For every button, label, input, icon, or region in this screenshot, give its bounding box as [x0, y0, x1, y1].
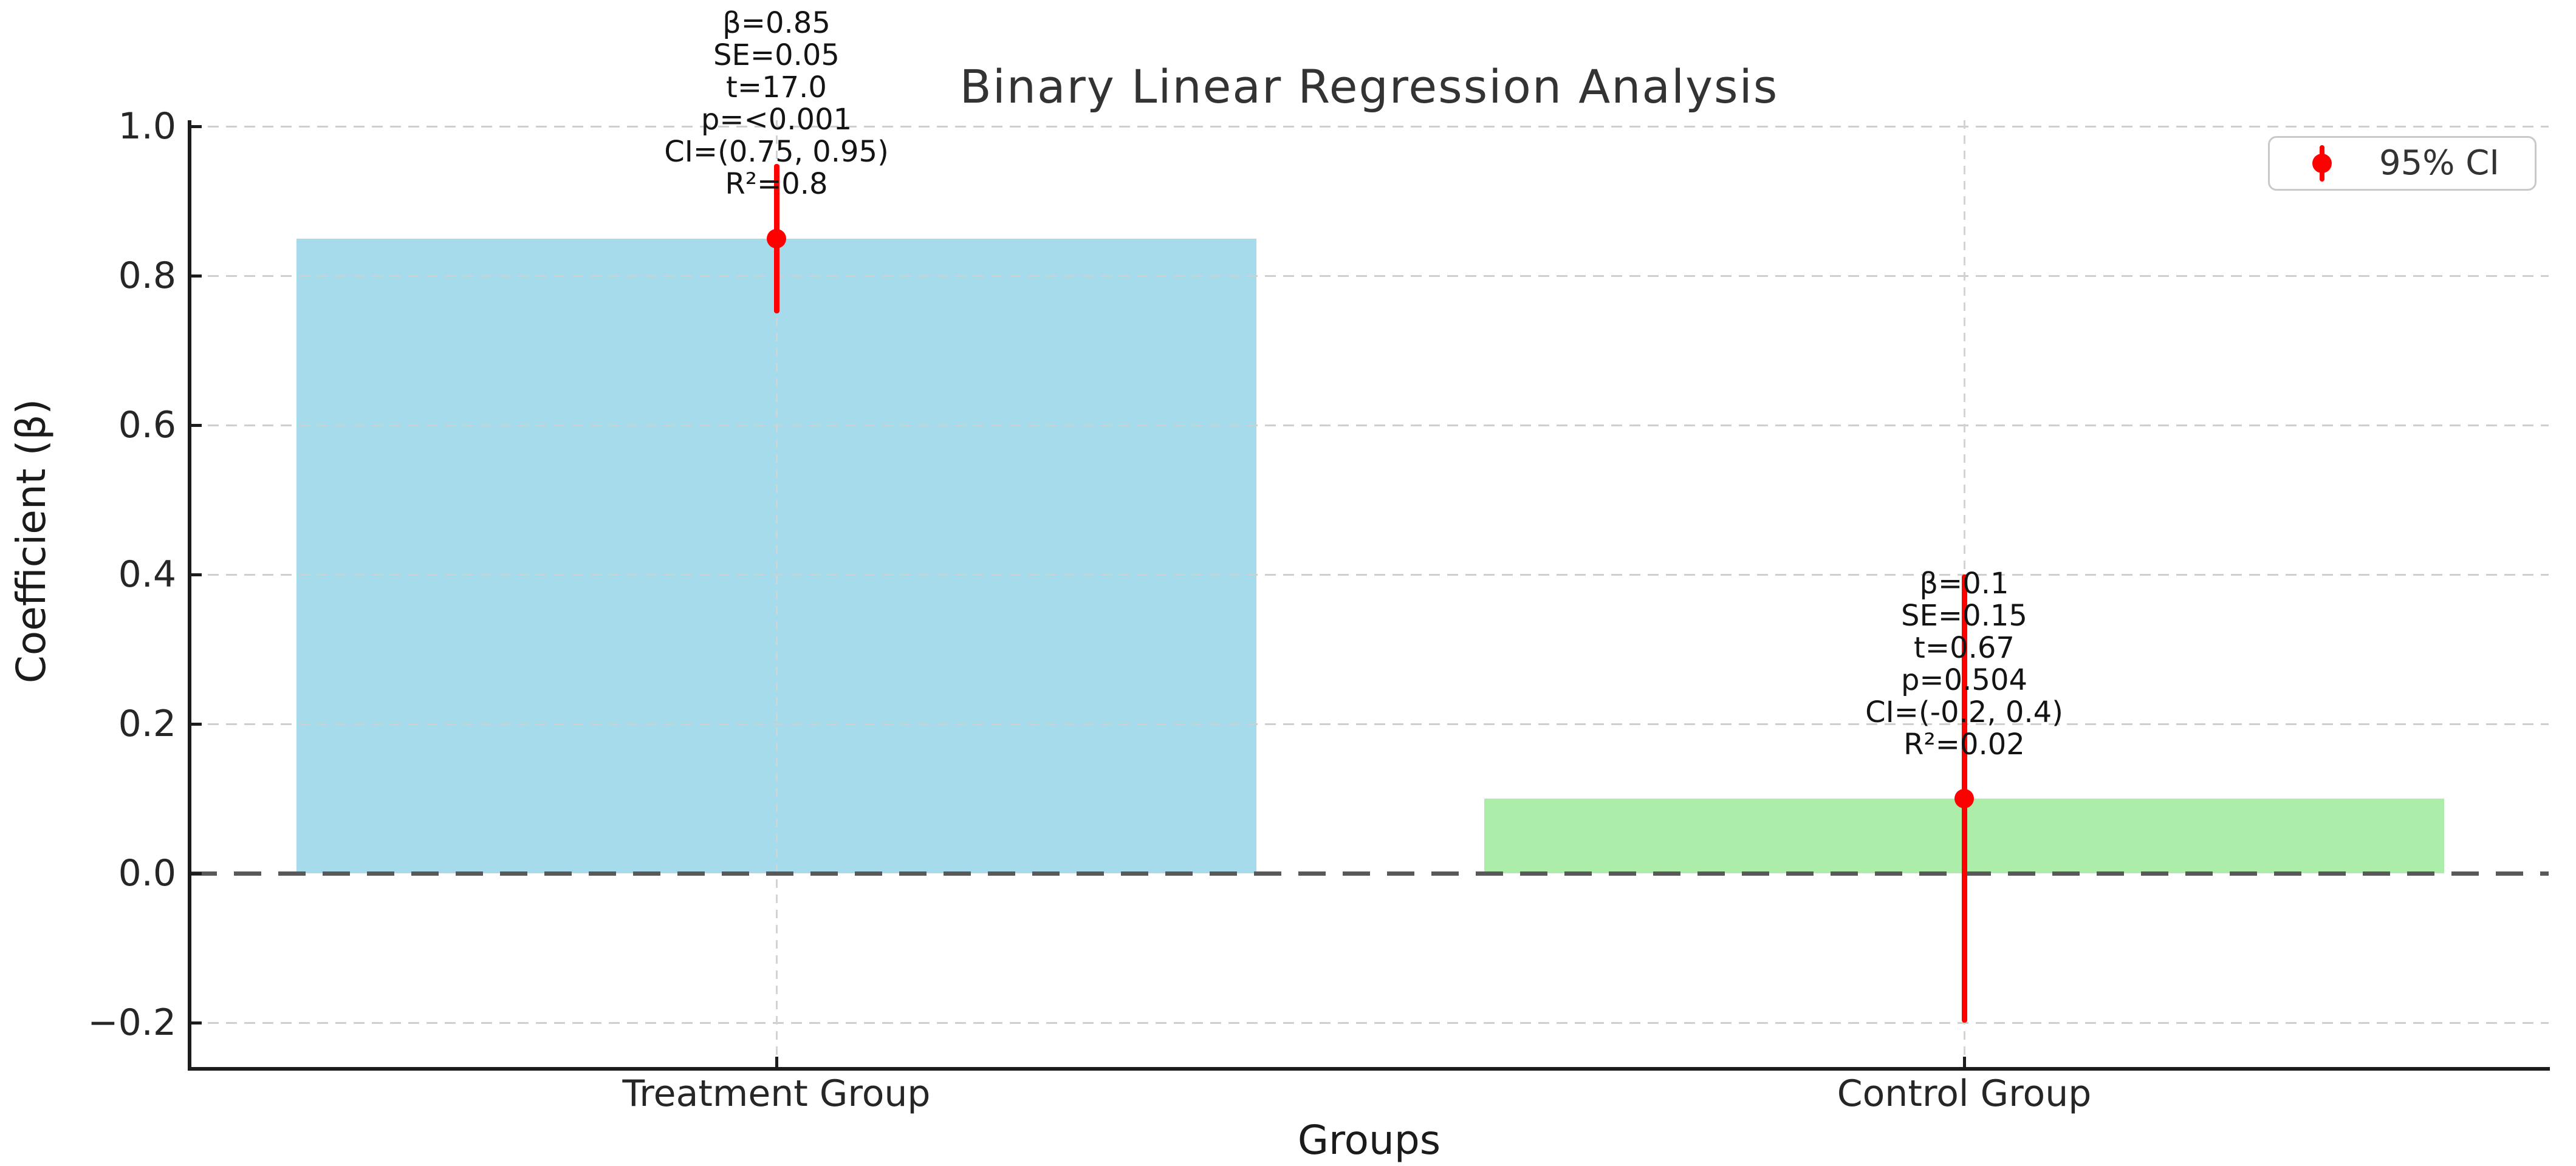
- y-tick-label: 0.6: [118, 404, 176, 446]
- x-gridline: [776, 120, 778, 1069]
- x-tick-label: Treatment Group: [622, 1072, 931, 1115]
- stats-annotation: β=0.1 SE=0.15 t=0.67 p=0.504 CI=(-0.2, 0.4) R…: [1865, 566, 2063, 762]
- y-tick-mark: [190, 573, 202, 576]
- stats-annotation-line: SE=0.05: [713, 38, 840, 73]
- legend: 95% CI: [2268, 136, 2537, 191]
- x-axis-spine: [188, 1067, 2550, 1071]
- y-gridline: [190, 424, 2549, 426]
- y-tick-mark: [190, 125, 202, 128]
- y-tick-label: 0.8: [118, 254, 176, 297]
- stats-annotation-line: CI=(0.75, 0.95): [664, 135, 889, 169]
- stats-annotation-line: p=0.504: [1900, 663, 2028, 697]
- x-tick-mark: [775, 1057, 778, 1069]
- y-tick-mark: [190, 723, 202, 726]
- error-bar-point: [767, 228, 786, 248]
- y-tick-mark: [190, 872, 202, 875]
- stats-annotation-line: CI=(-0.2, 0.4): [1865, 695, 2063, 729]
- zero-reference-line: [190, 871, 2549, 876]
- stats-annotation-line: t=0.67: [1914, 630, 2015, 665]
- y-gridline: [190, 126, 2549, 128]
- legend-label: 95% CI: [2379, 143, 2499, 183]
- y-tick-label: 0.2: [118, 703, 176, 745]
- y-tick-label: 0.4: [118, 553, 176, 596]
- y-gridline: [190, 275, 2549, 277]
- stats-annotation-line: p=<0.001: [701, 103, 852, 137]
- x-tick-label: Control Group: [1837, 1072, 2092, 1115]
- x-tick-mark: [1963, 1057, 1966, 1069]
- y-tick-mark: [190, 1021, 202, 1025]
- y-tick-label: −0.2: [87, 1001, 176, 1044]
- stats-annotation-line: β=0.1: [1919, 566, 2009, 601]
- chart-title: Binary Linear Regression Analysis: [959, 60, 1779, 114]
- y-tick-mark: [190, 274, 202, 278]
- y-tick-label: 0.0: [118, 852, 176, 895]
- y-tick-label: 1.0: [118, 105, 176, 148]
- y-gridline: [190, 1022, 2549, 1024]
- stats-annotation-line: R²=0.02: [1903, 727, 2025, 762]
- stats-annotation-line: SE=0.15: [1901, 598, 2027, 633]
- stats-annotation-line: β=0.85: [722, 6, 831, 41]
- stats-annotation-line: t=17.0: [726, 70, 827, 105]
- stats-annotation-line: R²=0.8: [725, 167, 828, 202]
- y-gridline: [190, 723, 2549, 725]
- y-axis-spine: [188, 120, 191, 1071]
- x-axis-label: Groups: [1297, 1117, 1441, 1164]
- legend-marker-dot-icon: [2312, 154, 2332, 173]
- y-tick-mark: [190, 424, 202, 427]
- stats-annotation: β=0.85 SE=0.05 t=17.0 p=<0.001 CI=(0.75, 0.9…: [664, 7, 889, 200]
- error-bar-point: [1954, 789, 1974, 808]
- y-gridline: [190, 574, 2549, 576]
